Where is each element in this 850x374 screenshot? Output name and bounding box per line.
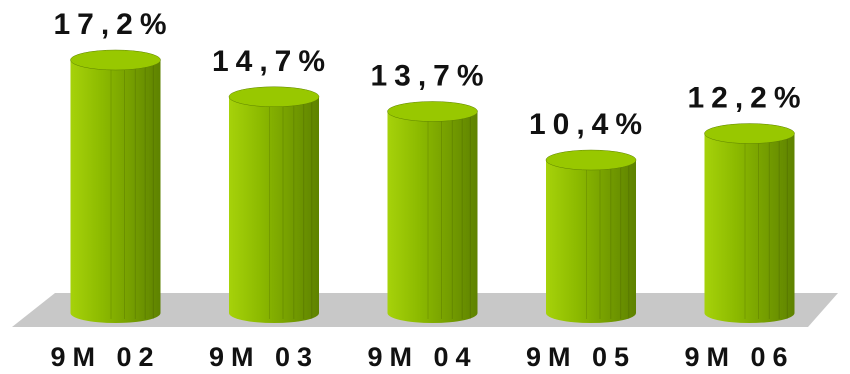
value-label: 13,7% xyxy=(370,59,490,92)
value-label: 10,4% xyxy=(529,108,649,141)
bar-9M05 xyxy=(545,149,637,323)
value-labels: 17,2% 14,7% 13,7% 10,4% 12,2% xyxy=(53,8,807,141)
bar-9M02 xyxy=(70,49,161,324)
bar-body xyxy=(229,96,319,323)
bar-body xyxy=(704,133,795,324)
bar-9M06 xyxy=(704,123,795,324)
category-label: 9M 03 xyxy=(209,342,319,372)
category-label: 9M 02 xyxy=(50,342,160,372)
bar-9M03 xyxy=(228,86,320,323)
category-label: 9M 06 xyxy=(684,342,794,372)
value-label: 14,7% xyxy=(212,45,332,78)
bar-top xyxy=(704,123,795,144)
bar-top xyxy=(70,49,161,71)
bar-body xyxy=(546,160,636,323)
category-label: 9M 05 xyxy=(526,342,636,372)
bar-top xyxy=(387,101,478,122)
bar-body xyxy=(387,111,478,324)
bar-top xyxy=(545,149,637,171)
category-label: 9M 04 xyxy=(367,342,477,372)
bar-top xyxy=(228,86,320,108)
value-label: 12,2% xyxy=(687,82,807,115)
bar-body xyxy=(70,60,161,324)
value-label: 17,2% xyxy=(53,8,173,41)
category-labels: 9M 02 9M 03 9M 04 9M 05 9M 06 xyxy=(50,342,794,372)
bar-series xyxy=(70,49,795,324)
bar-9M04 xyxy=(387,101,478,324)
